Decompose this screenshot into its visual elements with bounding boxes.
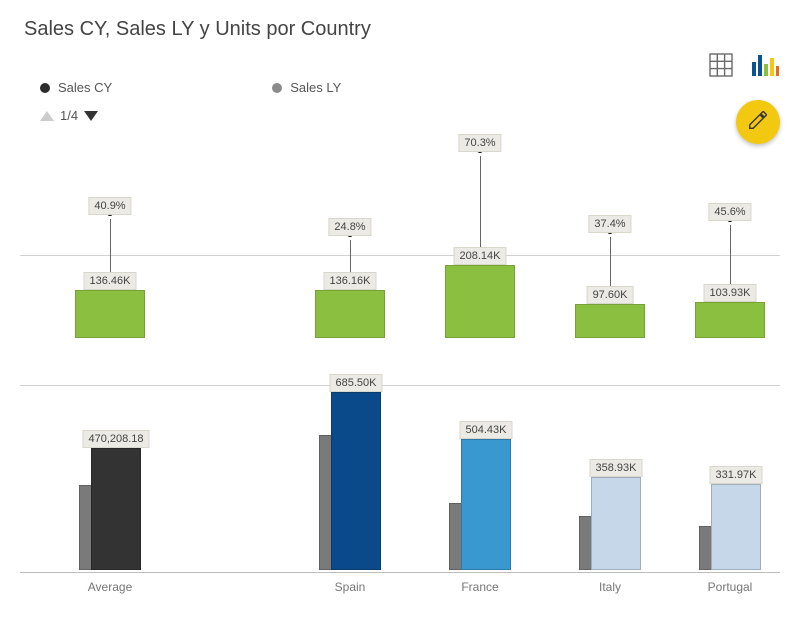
legend-dot-ly <box>272 83 282 93</box>
pct-stem <box>480 156 481 247</box>
pager-text: 1/4 <box>60 108 78 123</box>
x-axis-label: Average <box>88 580 132 594</box>
sales-cy-value-label: 331.97K <box>710 466 763 484</box>
units-bar <box>575 304 645 338</box>
x-axis-label: Italy <box>599 580 621 594</box>
legend-label-ly: Sales LY <box>290 80 341 95</box>
chart-gridline <box>20 385 780 386</box>
sales-cy-value-label: 358.93K <box>590 459 643 477</box>
sales-cy-bar <box>711 484 761 570</box>
chart-area: 136.46K 40.9% 470,208.18 136.16K 24.8% 685.50… <box>20 155 780 570</box>
sales-cy-value-label: 470,208.18 <box>82 430 149 448</box>
units-value-label: 136.46K <box>84 272 137 290</box>
pager-prev-icon[interactable] <box>40 111 54 121</box>
x-axis-label: Spain <box>335 580 366 594</box>
pct-label: 37.4% <box>588 215 631 233</box>
page-title: Sales CY, Sales LY y Units por Country <box>24 18 371 41</box>
chart-view-icon[interactable] <box>750 50 780 80</box>
pct-stem <box>730 225 731 284</box>
chart-gridline <box>20 255 780 256</box>
legend-item-cy: Sales CY <box>40 80 112 95</box>
pct-stem <box>350 240 351 272</box>
units-bar <box>315 290 385 338</box>
table-view-icon[interactable] <box>706 50 736 80</box>
sales-cy-bar <box>91 448 141 570</box>
edit-button[interactable] <box>736 100 780 144</box>
x-axis-line <box>20 572 780 573</box>
pct-label: 24.8% <box>328 218 371 236</box>
sales-cy-bar <box>461 439 511 570</box>
units-value-label: 97.60K <box>587 286 634 304</box>
units-bar <box>75 290 145 338</box>
units-value-label: 103.93K <box>704 284 757 302</box>
pct-stem <box>110 219 111 272</box>
pct-label: 45.6% <box>708 203 751 221</box>
legend-dot-cy <box>40 83 50 93</box>
pct-label: 40.9% <box>88 197 131 215</box>
pct-stem <box>610 237 611 286</box>
units-bar <box>445 265 515 338</box>
pager-next-icon[interactable] <box>84 111 98 121</box>
pager: 1/4 <box>40 108 98 123</box>
sales-cy-bar <box>591 477 641 570</box>
sales-cy-bar <box>331 392 381 570</box>
legend-item-ly: Sales LY <box>272 80 341 95</box>
legend: Sales CY Sales LY <box>40 80 341 95</box>
x-axis-label: Portugal <box>708 580 753 594</box>
x-axis-label: France <box>461 580 498 594</box>
sales-cy-value-label: 504.43K <box>460 421 513 439</box>
view-toolbar <box>706 50 780 80</box>
units-value-label: 208.14K <box>454 247 507 265</box>
pencil-icon <box>747 109 769 136</box>
sales-cy-value-label: 685.50K <box>330 374 383 392</box>
pct-label: 70.3% <box>458 134 501 152</box>
legend-label-cy: Sales CY <box>58 80 112 95</box>
units-bar <box>695 302 765 338</box>
units-value-label: 136.16K <box>324 272 377 290</box>
